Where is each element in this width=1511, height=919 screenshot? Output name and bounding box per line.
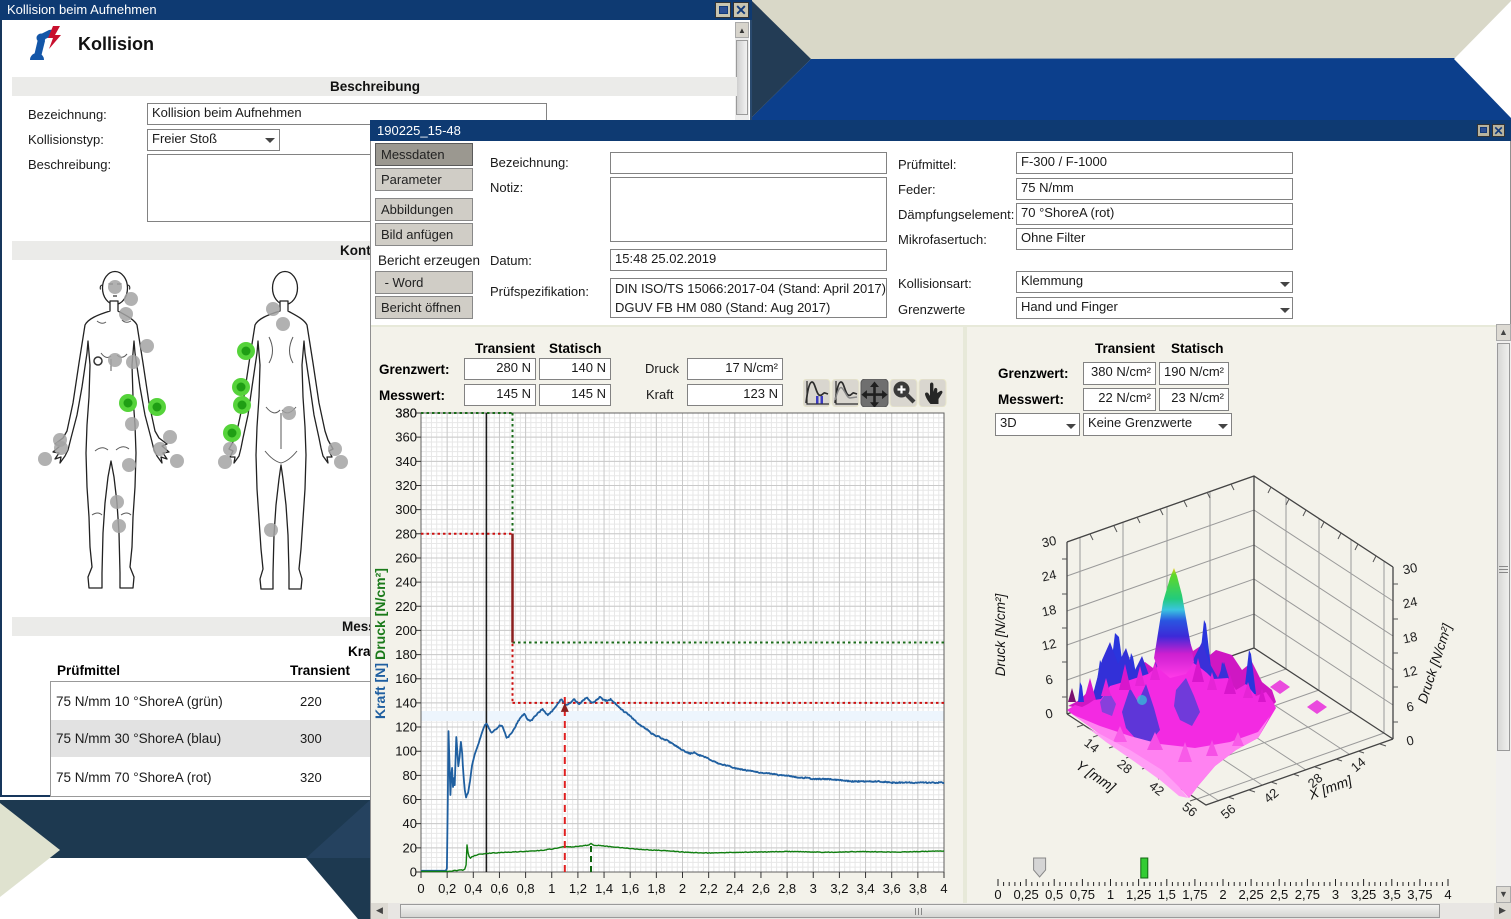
svg-text:14: 14 <box>1348 754 1369 775</box>
svg-text:1: 1 <box>548 881 555 896</box>
svg-text:1,25: 1,25 <box>1126 887 1151 902</box>
svg-text:3,25: 3,25 <box>1351 887 1376 902</box>
svg-text:2,6: 2,6 <box>752 881 770 896</box>
svg-text:0,6: 0,6 <box>490 881 508 896</box>
svg-text:24: 24 <box>1401 594 1418 612</box>
svg-text:2,5: 2,5 <box>1270 887 1288 902</box>
svg-text:56: 56 <box>1218 801 1239 822</box>
svg-text:1,4: 1,4 <box>595 881 613 896</box>
svg-text:0,4: 0,4 <box>464 881 482 896</box>
svg-text:0,5: 0,5 <box>1045 887 1063 902</box>
svg-text:0: 0 <box>1044 706 1054 722</box>
svg-text:0: 0 <box>417 881 424 896</box>
svg-text:380: 380 <box>395 406 417 421</box>
svg-text:Druck [N/cm²]: Druck [N/cm²] <box>993 593 1008 677</box>
svg-text:3: 3 <box>1332 887 1339 902</box>
svg-text:1: 1 <box>1107 887 1114 902</box>
svg-text:24: 24 <box>1040 567 1057 585</box>
svg-text:120: 120 <box>395 720 417 735</box>
svg-text:340: 340 <box>395 454 417 469</box>
svg-text:2,25: 2,25 <box>1238 887 1263 902</box>
svg-text:2,8: 2,8 <box>778 881 796 896</box>
svg-text:42: 42 <box>1261 785 1282 806</box>
svg-text:1,8: 1,8 <box>647 881 665 896</box>
svg-text:1,5: 1,5 <box>1158 887 1176 902</box>
svg-text:280: 280 <box>395 526 417 541</box>
svg-text:3: 3 <box>810 881 817 896</box>
svg-text:80: 80 <box>403 768 417 783</box>
svg-text:160: 160 <box>395 671 417 686</box>
svg-text:Druck [N/cm²]: Druck [N/cm²] <box>1415 621 1455 705</box>
svg-text:1,75: 1,75 <box>1182 887 1207 902</box>
svg-text:3,4: 3,4 <box>857 881 875 896</box>
svg-text:Kraft [N]: Kraft [N] <box>372 663 388 719</box>
svg-text:0,25: 0,25 <box>1013 887 1038 902</box>
svg-text:0: 0 <box>994 887 1001 902</box>
svg-text:140: 140 <box>395 695 417 710</box>
svg-text:1,2: 1,2 <box>569 881 587 896</box>
svg-text:40: 40 <box>403 816 417 831</box>
svg-text:3,2: 3,2 <box>830 881 848 896</box>
svg-text:2: 2 <box>679 881 686 896</box>
svg-text:100: 100 <box>395 744 417 759</box>
svg-text:200: 200 <box>395 623 417 638</box>
svg-text:6: 6 <box>1405 699 1415 715</box>
svg-text:3,6: 3,6 <box>883 881 901 896</box>
svg-text:0: 0 <box>410 865 417 880</box>
svg-text:0,8: 0,8 <box>517 881 535 896</box>
svg-text:Druck [N/cm²]: Druck [N/cm²] <box>372 568 388 660</box>
svg-text:6: 6 <box>1044 672 1054 688</box>
svg-text:180: 180 <box>395 647 417 662</box>
svg-text:3,75: 3,75 <box>1407 887 1432 902</box>
svg-text:0: 0 <box>1405 733 1415 749</box>
svg-text:0,2: 0,2 <box>438 881 456 896</box>
svg-text:56: 56 <box>1179 799 1200 820</box>
svg-text:320: 320 <box>395 478 417 493</box>
svg-text:18: 18 <box>1040 602 1057 620</box>
svg-text:220: 220 <box>395 599 417 614</box>
svg-text:4: 4 <box>940 881 947 896</box>
svg-text:4: 4 <box>1444 887 1451 902</box>
svg-text:2,4: 2,4 <box>726 881 744 896</box>
svg-text:3,8: 3,8 <box>909 881 927 896</box>
svg-text:12: 12 <box>1040 636 1057 654</box>
svg-text:1,6: 1,6 <box>621 881 639 896</box>
svg-text:60: 60 <box>403 792 417 807</box>
svg-text:18: 18 <box>1401 629 1418 647</box>
svg-text:12: 12 <box>1401 663 1418 681</box>
svg-text:300: 300 <box>395 502 417 517</box>
svg-text:260: 260 <box>395 550 417 565</box>
svg-text:2,2: 2,2 <box>700 881 718 896</box>
svg-text:20: 20 <box>403 840 417 855</box>
svg-text:0,75: 0,75 <box>1070 887 1095 902</box>
svg-text:2: 2 <box>1219 887 1226 902</box>
svg-text:2,75: 2,75 <box>1295 887 1320 902</box>
svg-text:240: 240 <box>395 575 417 590</box>
svg-text:30: 30 <box>1401 560 1418 578</box>
svg-text:30: 30 <box>1040 533 1057 551</box>
svg-text:360: 360 <box>395 430 417 445</box>
svg-text:380: 380 <box>395 406 417 421</box>
svg-text:Y [mm]: Y [mm] <box>1073 757 1119 796</box>
svg-text:14: 14 <box>1081 735 1102 756</box>
svg-text:3,5: 3,5 <box>1383 887 1401 902</box>
